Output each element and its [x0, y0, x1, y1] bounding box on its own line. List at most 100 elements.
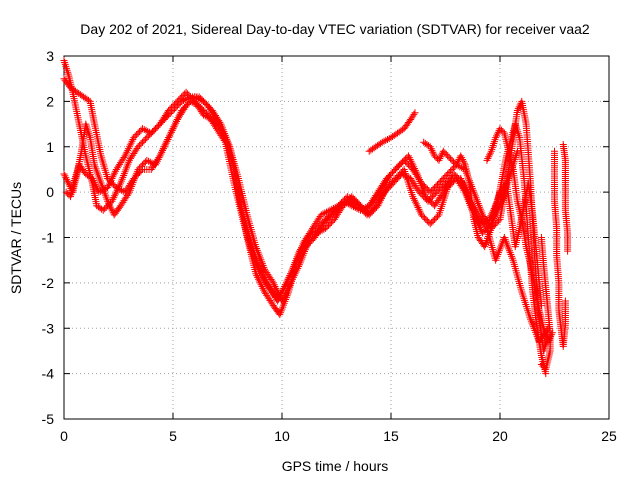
data-point-marker — [63, 175, 71, 183]
data-point-marker — [485, 153, 493, 161]
data-point-marker — [111, 169, 119, 177]
data-point-marker — [271, 283, 279, 291]
data-point-marker — [175, 96, 183, 104]
data-point-marker — [377, 194, 385, 202]
data-point-marker — [358, 203, 366, 211]
data-point-marker — [393, 173, 401, 181]
data-point-marker — [410, 163, 418, 171]
data-point-marker — [119, 187, 127, 195]
data-point-marker — [127, 139, 135, 147]
data-point-marker — [294, 264, 302, 272]
data-point-marker — [221, 134, 229, 142]
data-point-marker — [410, 194, 418, 202]
data-point-marker — [279, 295, 287, 303]
data-point-marker — [388, 178, 396, 186]
data-point-marker — [278, 297, 286, 305]
data-point-marker — [109, 173, 117, 181]
data-point-marker — [414, 204, 422, 212]
data-point-marker — [434, 212, 442, 220]
y-tick-label: 3 — [46, 48, 54, 64]
data-point-marker — [429, 217, 437, 225]
data-point-marker — [412, 168, 420, 176]
data-point-marker — [147, 129, 155, 137]
data-point-marker — [378, 138, 386, 146]
data-point-marker — [110, 171, 118, 179]
data-point-marker — [391, 175, 399, 183]
data-point-marker — [561, 297, 569, 305]
data-point-marker — [394, 162, 402, 170]
data-point-marker — [442, 171, 450, 179]
grid-lines — [64, 56, 609, 419]
series-track-i — [559, 140, 572, 255]
data-point-marker — [169, 125, 177, 133]
data-point-marker — [162, 139, 170, 147]
data-point-marker — [142, 126, 150, 134]
data-point-marker — [217, 125, 225, 133]
data-point-marker — [161, 141, 169, 149]
data-point-marker — [170, 123, 178, 131]
data-point-marker — [310, 232, 318, 240]
data-point-marker — [166, 132, 174, 140]
data-point-marker — [283, 286, 291, 294]
data-point-marker — [140, 137, 148, 145]
data-point-marker — [120, 154, 128, 162]
data-point-marker — [423, 194, 431, 202]
data-point-marker — [409, 193, 417, 201]
data-point-marker — [125, 145, 133, 153]
y-tick-label: 1 — [46, 139, 54, 155]
data-point-marker — [378, 193, 386, 201]
data-point-marker — [447, 181, 455, 189]
data-point-marker — [143, 156, 151, 164]
data-point-marker — [124, 190, 132, 198]
data-point-marker — [420, 214, 428, 222]
data-point-marker — [188, 94, 196, 102]
data-point-marker — [108, 175, 116, 183]
data-point-marker — [436, 155, 444, 163]
data-point-marker — [163, 137, 171, 145]
data-point-marker — [431, 152, 439, 160]
data-point-marker — [365, 202, 373, 210]
data-point-marker — [168, 126, 176, 134]
data-point-marker — [431, 215, 439, 223]
data-point-marker — [167, 128, 175, 136]
data-point-marker — [340, 200, 348, 208]
data-point-marker — [452, 171, 460, 179]
data-point-marker — [416, 207, 424, 215]
data-point-marker — [355, 200, 363, 208]
data-point-marker — [123, 148, 131, 156]
data-point-marker — [342, 199, 350, 207]
data-point-marker — [432, 153, 440, 161]
data-point-marker — [322, 208, 330, 216]
data-point-marker — [111, 167, 119, 175]
data-point-marker — [370, 206, 378, 214]
series-track-h — [551, 147, 569, 350]
data-point-marker — [379, 191, 387, 199]
data-point-marker — [166, 130, 174, 138]
data-point-marker — [459, 157, 467, 165]
data-point-marker — [274, 288, 282, 296]
data-point-marker — [486, 151, 494, 159]
data-point-marker — [441, 173, 449, 181]
data-point-marker — [181, 103, 189, 111]
data-point-marker — [321, 209, 329, 217]
y-tick-label: -1 — [42, 230, 55, 246]
data-point-marker — [325, 214, 333, 222]
data-point-marker — [400, 156, 408, 164]
data-point-marker — [182, 102, 190, 110]
data-point-marker — [480, 227, 488, 235]
data-point-marker — [173, 116, 181, 124]
data-point-marker — [356, 202, 364, 210]
data-point-marker — [447, 155, 455, 163]
data-point-marker — [284, 284, 292, 292]
data-point-marker — [136, 141, 144, 149]
series-track-d — [62, 88, 521, 305]
data-point-marker — [211, 119, 219, 127]
data-point-marker — [380, 137, 388, 145]
data-point-marker — [325, 221, 333, 229]
data-point-marker — [176, 110, 184, 118]
data-point-marker — [449, 158, 457, 166]
data-point-marker — [415, 205, 423, 213]
series-track-e — [365, 109, 419, 155]
data-point-marker — [388, 168, 396, 176]
